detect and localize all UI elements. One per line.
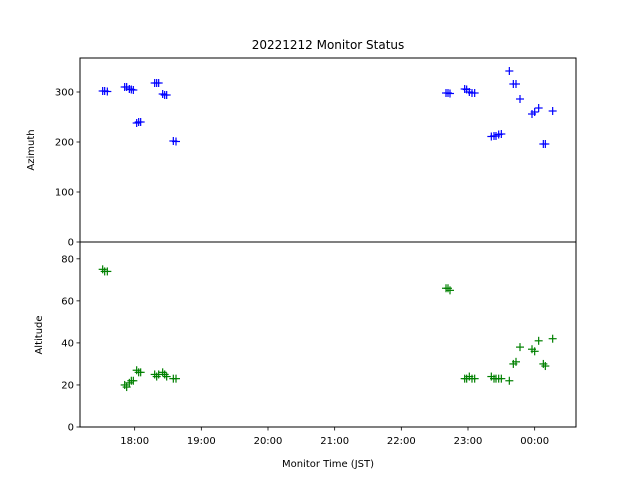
azimuth-data-point xyxy=(162,91,171,99)
azimuth-y-tick-label: 0 xyxy=(68,238,74,249)
azimuth-data-point xyxy=(516,95,524,103)
x-tick-label: 00:00 xyxy=(520,436,549,447)
azimuth-data-point xyxy=(512,80,520,88)
altitude-data-point xyxy=(162,372,171,381)
azimuth-data-point xyxy=(470,89,479,97)
azimuth-data-point xyxy=(497,130,506,138)
altitude-data-point xyxy=(534,336,543,345)
x-tick-label: 18:00 xyxy=(120,436,149,447)
altitude-data-point xyxy=(129,376,138,385)
altitude-y-label: Altitude xyxy=(34,315,45,354)
altitude-points xyxy=(98,265,557,392)
altitude-y-tick-label: 20 xyxy=(61,380,74,391)
azimuth-data-point xyxy=(129,86,138,94)
azimuth-data-point xyxy=(136,118,145,126)
x-tick-label: 23:00 xyxy=(454,436,483,447)
azimuth-y-tick-label: 100 xyxy=(55,188,74,199)
altitude-plot-area xyxy=(79,241,577,428)
azimuth-data-point xyxy=(158,90,167,98)
altitude-data-point xyxy=(516,343,524,352)
altitude-y-tick-label: 60 xyxy=(61,296,74,307)
azimuth-data-point xyxy=(530,108,539,116)
x-axis-label: Monitor Time (JST) xyxy=(282,459,374,470)
x-tick-label: 20:00 xyxy=(254,436,283,447)
azimuth-plot-area xyxy=(79,57,577,243)
altitude-y-ticks: 0 20 40 60 80 xyxy=(61,254,80,434)
altitude-data-point xyxy=(548,334,557,343)
azimuth-data-point xyxy=(541,140,550,148)
azimuth-panel: 0 100 200 300 Azimuth xyxy=(26,57,577,249)
chart-title: 20221212 Monitor Status xyxy=(252,38,405,52)
altitude-data-point xyxy=(530,347,539,356)
azimuth-data-point xyxy=(505,67,514,75)
azimuth-y-tick-label: 200 xyxy=(55,138,74,149)
altitude-data-point xyxy=(136,368,145,377)
azimuth-data-point xyxy=(132,119,141,127)
altitude-panel: 0 20 40 60 80 Altitude xyxy=(34,241,577,434)
altitude-y-tick-label: 80 xyxy=(61,254,74,265)
azimuth-data-point xyxy=(446,89,454,98)
altitude-y-tick-label: 40 xyxy=(61,338,74,349)
x-tick-label: 22:00 xyxy=(387,436,416,447)
altitude-data-point xyxy=(446,286,454,295)
azimuth-data-point xyxy=(154,79,163,87)
altitude-data-point xyxy=(541,362,550,371)
azimuth-y-ticks: 0 100 200 300 xyxy=(55,88,80,249)
azimuth-data-point xyxy=(172,137,180,146)
altitude-data-point xyxy=(122,383,131,392)
azimuth-y-tick-label: 300 xyxy=(55,88,74,99)
azimuth-data-point xyxy=(534,104,543,112)
altitude-data-point xyxy=(505,376,514,385)
azimuth-points xyxy=(98,67,557,148)
altitude-data-point xyxy=(497,374,506,383)
altitude-data-point xyxy=(512,357,520,366)
azimuth-data-point xyxy=(103,87,112,96)
altitude-data-point xyxy=(103,267,112,276)
altitude-data-point xyxy=(470,374,479,383)
azimuth-data-point xyxy=(548,107,557,115)
x-axis-ticks: 18:00 19:00 20:00 21:00 22:00 23:00 00:00 xyxy=(120,427,549,447)
azimuth-y-label: Azimuth xyxy=(26,129,37,170)
altitude-y-tick-label: 0 xyxy=(68,423,74,434)
x-tick-label: 19:00 xyxy=(187,436,216,447)
altitude-data-point xyxy=(172,374,180,383)
x-tick-label: 21:00 xyxy=(320,436,349,447)
